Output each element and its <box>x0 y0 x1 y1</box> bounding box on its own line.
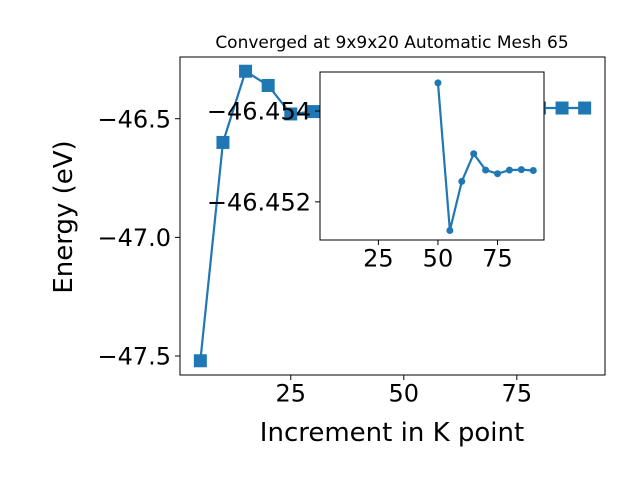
inset-y-tick-label: −46.454 <box>207 98 311 126</box>
x-tick-label: 25 <box>275 380 306 408</box>
y-axis-label: Energy (eV) <box>49 140 79 293</box>
data-point <box>306 105 320 119</box>
inset-data-point <box>529 167 537 175</box>
x-axis-label: Increment in K point <box>260 418 524 448</box>
inset-data-point <box>470 150 478 158</box>
inset-x-tick-label: 25 <box>363 245 394 273</box>
x-tick-label: 75 <box>502 380 533 408</box>
inset-y-tick-label: −46.452 <box>207 188 311 216</box>
y-tick-label: −47.5 <box>97 343 171 371</box>
data-point <box>193 354 207 368</box>
chart-title: Converged at 9x9x20 Automatic Mesh 65 <box>215 33 568 53</box>
inset-plot: 25 50 75 −46.454 −46.452 <box>207 71 545 273</box>
inset-data-point <box>434 79 442 87</box>
inset-x-tick-label: 75 <box>482 245 513 273</box>
inset-data-point <box>517 166 525 174</box>
data-point <box>578 101 592 115</box>
data-point <box>555 101 569 115</box>
x-tick-label: 50 <box>389 380 420 408</box>
inset-data-point <box>505 166 513 174</box>
data-point <box>261 78 275 92</box>
inset-axes-frame <box>319 71 545 241</box>
inset-data-point <box>494 170 502 178</box>
y-tick-label: −47.0 <box>97 224 171 252</box>
y-tick-label: −46.5 <box>97 105 171 133</box>
data-point <box>284 107 298 121</box>
inset-data-point <box>458 177 466 185</box>
data-point <box>239 64 253 78</box>
inset-data-point <box>482 166 490 174</box>
data-point <box>216 135 230 149</box>
inset-x-tick-label: 50 <box>423 245 454 273</box>
inset-data-point <box>446 226 454 234</box>
